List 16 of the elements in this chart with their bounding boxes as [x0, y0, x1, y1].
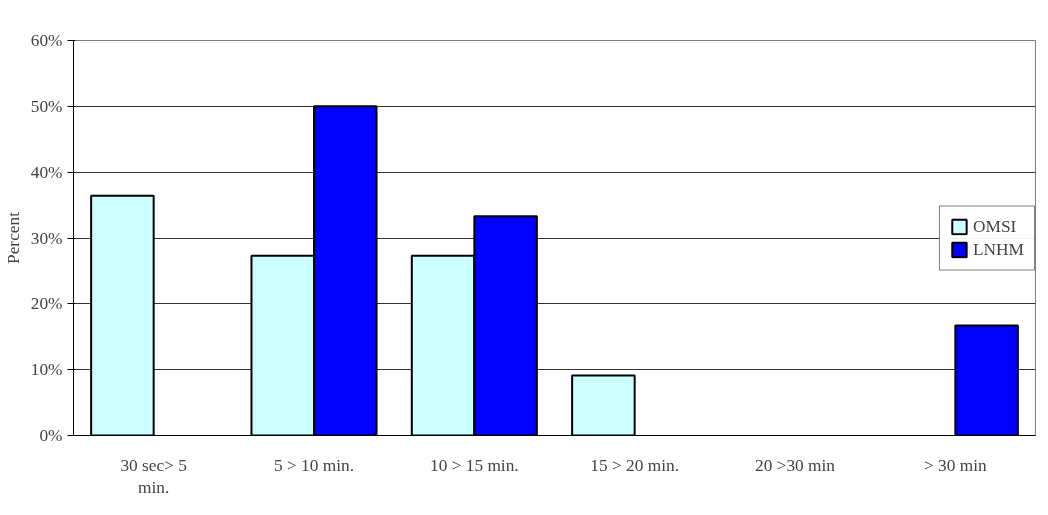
- x-tick-label: 10 > 15 min.: [429, 455, 519, 475]
- legend-label: OMSI: [972, 216, 1017, 236]
- x-tick-label: 15 > 20 min.: [590, 455, 680, 475]
- y-tick-label: 40%: [30, 162, 63, 182]
- y-tick-label: 50%: [30, 96, 63, 116]
- y-tick-label: 60%: [30, 31, 63, 50]
- y-tick-label: 30%: [30, 228, 63, 248]
- x-tick-label: 20 >30 min: [754, 455, 836, 475]
- y-tick-label: 0%: [39, 426, 63, 445]
- y-axis-title: Percent: [3, 211, 23, 264]
- x-tick-label: > 30 min: [923, 455, 988, 475]
- x-tick-label: 5 > 10 min.: [273, 455, 355, 475]
- y-tick-label: 10%: [30, 360, 63, 380]
- x-tick-label: 30 sec> 5 min.: [120, 455, 187, 498]
- legend-label: LNHM: [972, 239, 1024, 259]
- y-tick-label: 20%: [30, 294, 63, 314]
